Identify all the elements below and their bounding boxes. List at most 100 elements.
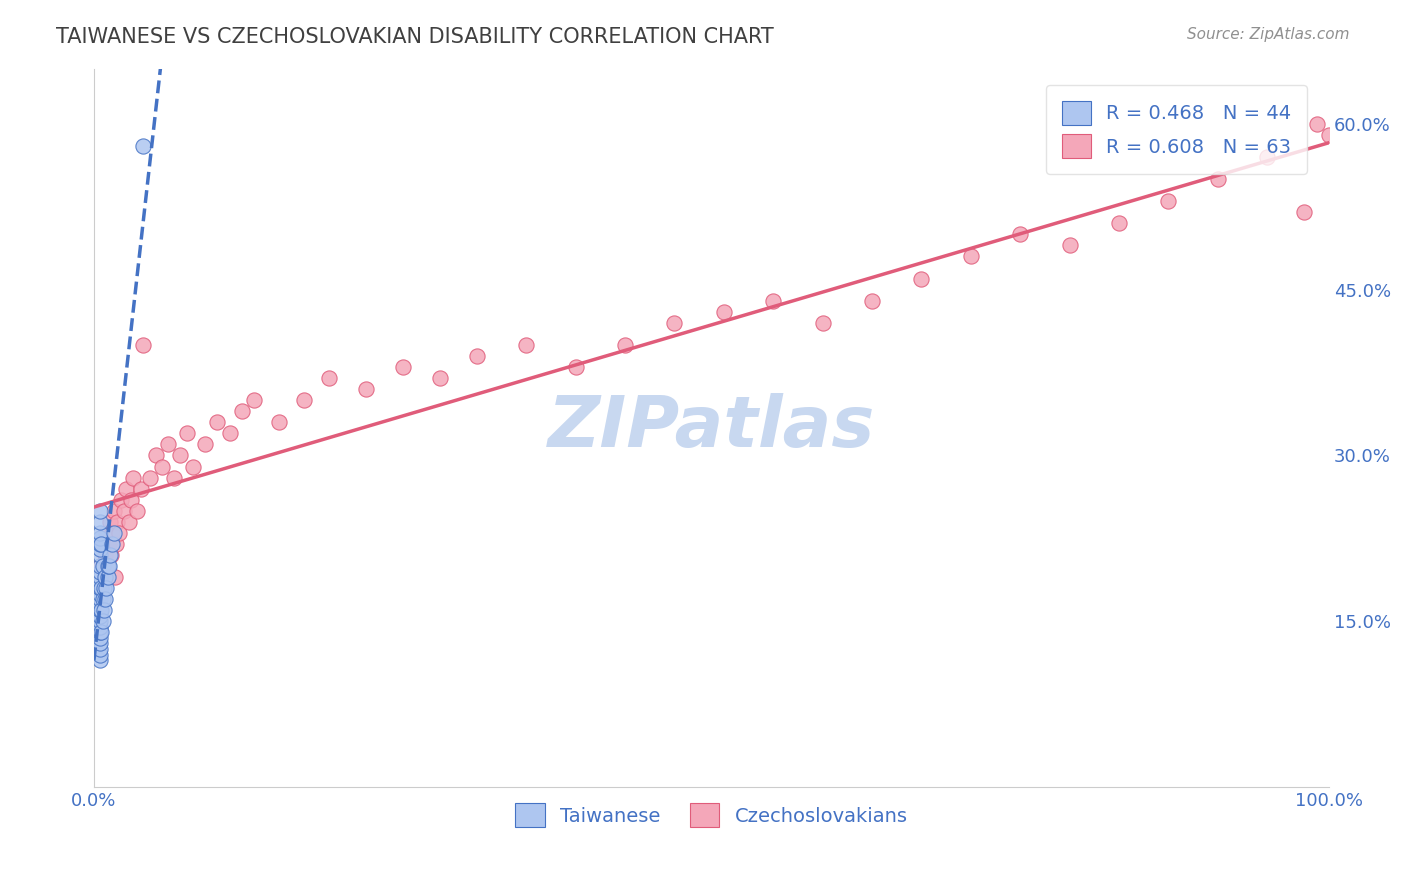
Point xyxy=(120,492,142,507)
Point xyxy=(103,504,125,518)
Point xyxy=(89,542,111,557)
Point xyxy=(89,559,111,574)
Point xyxy=(564,359,586,374)
Point xyxy=(1059,238,1081,252)
Point xyxy=(1305,117,1327,131)
Point xyxy=(207,415,229,429)
Point xyxy=(105,515,128,529)
Text: TAIWANESE VS CZECHOSLOVAKIAN DISABILITY CORRELATION CHART: TAIWANESE VS CZECHOSLOVAKIAN DISABILITY … xyxy=(56,27,773,46)
Point xyxy=(90,625,112,640)
Point xyxy=(93,570,115,584)
Point xyxy=(515,338,537,352)
Point xyxy=(91,559,114,574)
Point xyxy=(1206,172,1229,186)
Point xyxy=(429,371,451,385)
Point xyxy=(96,525,118,540)
Point xyxy=(110,492,132,507)
Point xyxy=(97,537,120,551)
Point xyxy=(959,250,981,264)
Point xyxy=(811,316,834,330)
Point xyxy=(89,598,111,612)
Point xyxy=(98,548,121,562)
Point xyxy=(614,338,637,352)
Point xyxy=(1317,128,1340,142)
Point xyxy=(157,437,180,451)
Point xyxy=(90,581,112,595)
Point xyxy=(89,525,111,540)
Point xyxy=(89,615,111,629)
Point xyxy=(169,449,191,463)
Point xyxy=(292,393,315,408)
Point xyxy=(90,581,112,595)
Point xyxy=(664,316,686,330)
Point xyxy=(138,470,160,484)
Point xyxy=(89,504,111,518)
Point xyxy=(117,515,139,529)
Point xyxy=(1010,227,1032,242)
Point xyxy=(89,565,111,579)
Point xyxy=(89,636,111,650)
Point xyxy=(181,459,204,474)
Point xyxy=(194,437,217,451)
Point xyxy=(269,415,291,429)
Text: ZIPatlas: ZIPatlas xyxy=(548,393,875,462)
Point xyxy=(150,459,173,474)
Point xyxy=(354,382,377,396)
Point xyxy=(98,515,121,529)
Point xyxy=(89,620,111,634)
Point xyxy=(89,631,111,645)
Point xyxy=(89,581,111,595)
Point xyxy=(122,470,145,484)
Point xyxy=(89,648,111,662)
Point xyxy=(96,559,118,574)
Point xyxy=(1294,205,1316,219)
Point xyxy=(243,393,266,408)
Point xyxy=(129,482,152,496)
Point xyxy=(89,532,111,546)
Point xyxy=(96,559,118,574)
Point xyxy=(89,570,111,584)
Point xyxy=(1157,194,1180,209)
Point xyxy=(91,615,114,629)
Point xyxy=(89,653,111,667)
Point xyxy=(96,581,118,595)
Point xyxy=(132,139,155,153)
Point xyxy=(318,371,340,385)
Point xyxy=(97,559,120,574)
Point xyxy=(100,548,122,562)
Point xyxy=(89,587,111,601)
Point xyxy=(89,642,111,657)
Point xyxy=(115,482,138,496)
Point xyxy=(94,592,117,607)
Point xyxy=(89,548,111,562)
Point xyxy=(101,537,124,551)
Point xyxy=(89,537,111,551)
Point xyxy=(860,293,883,308)
Point xyxy=(93,603,115,617)
Point xyxy=(89,559,111,574)
Point xyxy=(94,570,117,584)
Point xyxy=(145,449,167,463)
Point xyxy=(89,603,111,617)
Point xyxy=(89,515,111,529)
Point xyxy=(91,537,114,551)
Point xyxy=(89,575,111,590)
Point xyxy=(112,504,135,518)
Point xyxy=(163,470,186,484)
Point xyxy=(89,608,111,623)
Point xyxy=(762,293,785,308)
Point xyxy=(91,592,114,607)
Point xyxy=(89,625,111,640)
Legend: Taiwanese, Czechoslovakians: Taiwanese, Czechoslovakians xyxy=(508,796,915,835)
Point xyxy=(101,525,124,540)
Point xyxy=(391,359,413,374)
Text: Source: ZipAtlas.com: Source: ZipAtlas.com xyxy=(1187,27,1350,42)
Point xyxy=(910,271,932,285)
Point xyxy=(89,592,111,607)
Point xyxy=(96,570,118,584)
Point xyxy=(231,404,253,418)
Point xyxy=(176,426,198,441)
Point xyxy=(93,581,115,595)
Point xyxy=(103,525,125,540)
Point xyxy=(104,570,127,584)
